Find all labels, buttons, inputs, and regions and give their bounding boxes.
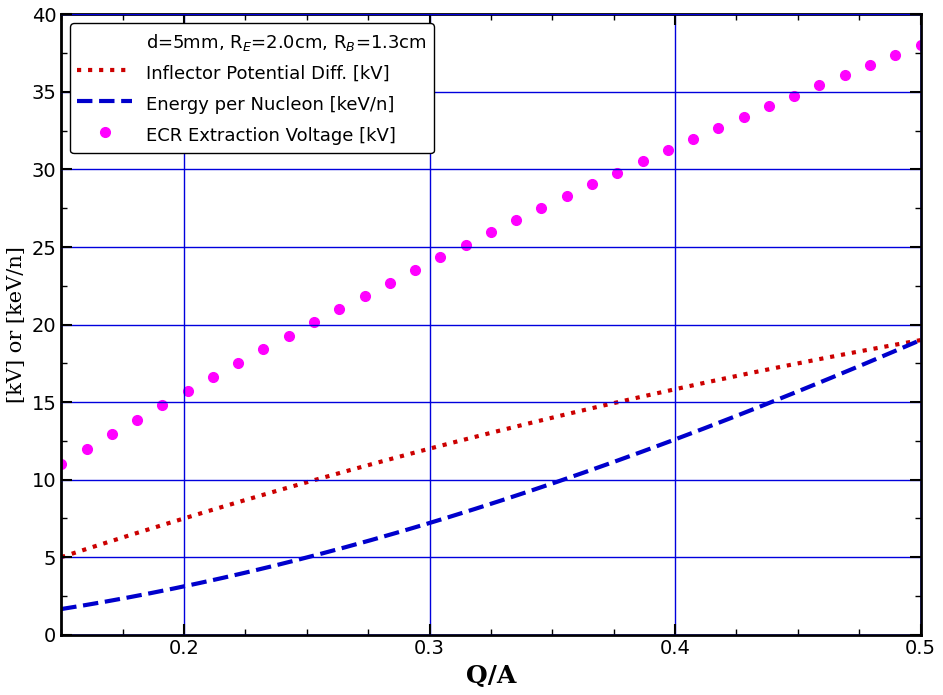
ECR Extraction Voltage [kV] [587,180,598,188]
ECR Extraction Voltage [kV] [915,41,926,49]
ECR Extraction Voltage [kV] [283,332,294,340]
ECR Extraction Voltage [kV] [157,401,168,409]
Inflector Potential Diff. [kV] [469,433,480,441]
ECR Extraction Voltage [kV] [536,204,547,212]
ECR Extraction Voltage [kV] [384,279,395,287]
ECR Extraction Voltage [kV] [486,228,497,236]
Legend: d=5mm, R$_E$=2.0cm, R$_B$=1.3cm, Inflector Potential Diff. [kV], Energy per Nucl: d=5mm, R$_E$=2.0cm, R$_B$=1.3cm, Inflect… [71,24,434,153]
ECR Extraction Voltage [kV] [561,192,572,200]
ECR Extraction Voltage [kV] [865,61,876,70]
ECR Extraction Voltage [kV] [889,51,901,59]
ECR Extraction Voltage [kV] [738,113,750,121]
Inflector Potential Diff. [kV] [464,434,475,443]
ECR Extraction Voltage [kV] [81,445,92,453]
Energy per Nucleon [keV/n] [469,505,480,513]
ECR Extraction Voltage [kV] [435,253,446,261]
Energy per Nucleon [keV/n] [894,345,905,353]
Inflector Potential Diff. [kV] [56,553,67,562]
ECR Extraction Voltage [kV] [257,345,269,354]
ECR Extraction Voltage [kV] [359,291,371,300]
ECR Extraction Voltage [kV] [207,373,219,382]
ECR Extraction Voltage [kV] [662,146,673,154]
Energy per Nucleon [keV/n] [464,507,475,515]
Inflector Potential Diff. [kV] [894,340,905,348]
Inflector Potential Diff. [kV] [915,336,926,344]
Energy per Nucleon [keV/n] [567,473,578,481]
ECR Extraction Voltage [kV] [409,265,421,274]
ECR Extraction Voltage [kV] [612,168,623,177]
Inflector Potential Diff. [kV] [521,420,532,428]
ECR Extraction Voltage [kV] [814,81,825,90]
Energy per Nucleon [keV/n] [56,605,67,613]
ECR Extraction Voltage [kV] [308,318,320,327]
ECR Extraction Voltage [kV] [637,157,648,165]
Line: Inflector Potential Diff. [kV]: Inflector Potential Diff. [kV] [61,340,920,557]
Inflector Potential Diff. [kV] [760,366,771,374]
ECR Extraction Voltage [kV] [56,460,67,468]
X-axis label: Q/A: Q/A [466,664,516,688]
Energy per Nucleon [keV/n] [521,488,532,496]
Energy per Nucleon [keV/n] [915,336,926,344]
ECR Extraction Voltage [kV] [460,240,472,249]
ECR Extraction Voltage [kV] [510,215,521,224]
ECR Extraction Voltage [kV] [687,135,699,143]
Energy per Nucleon [keV/n] [760,400,771,409]
ECR Extraction Voltage [kV] [233,359,244,367]
ECR Extraction Voltage [kV] [713,124,724,132]
Inflector Potential Diff. [kV] [567,409,578,417]
Line: Energy per Nucleon [keV/n]: Energy per Nucleon [keV/n] [61,340,920,609]
ECR Extraction Voltage [kV] [182,387,193,395]
ECR Extraction Voltage [kV] [763,102,774,111]
ECR Extraction Voltage [kV] [839,71,851,79]
ECR Extraction Voltage [kV] [788,92,800,100]
Y-axis label: [kV] or [keV/n]: [kV] or [keV/n] [7,246,26,403]
ECR Extraction Voltage [kV] [334,304,345,313]
ECR Extraction Voltage [kV] [131,416,142,424]
ECR Extraction Voltage [kV] [107,430,118,439]
Line: ECR Extraction Voltage [kV]: ECR Extraction Voltage [kV] [57,40,925,469]
